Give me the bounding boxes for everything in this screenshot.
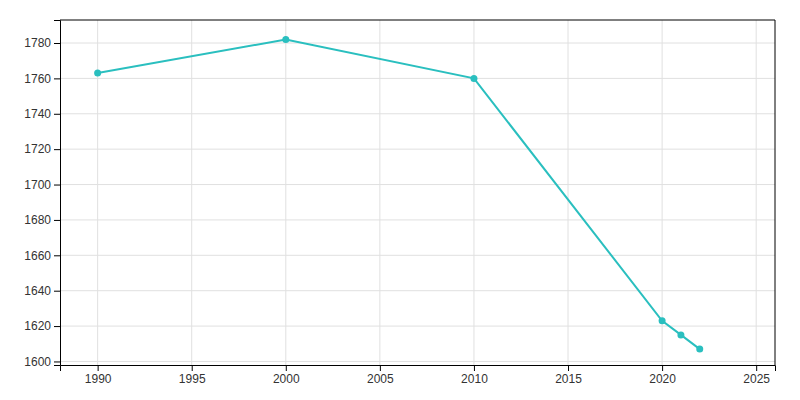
line (98, 39, 700, 349)
tick: 1700 (24, 178, 60, 192)
marks (94, 36, 703, 353)
point (282, 36, 289, 43)
tick-label: 1720 (24, 142, 51, 156)
tick-label: 1760 (24, 72, 51, 86)
tick-label: 2000 (273, 372, 300, 386)
tick-mark (54, 185, 60, 186)
grid-line (568, 20, 569, 365)
tick-mark (568, 365, 569, 371)
grid-line (379, 20, 380, 365)
grid-line (60, 113, 775, 114)
tick: 2015 (555, 365, 582, 386)
tick: 2000 (273, 365, 300, 386)
tick: 1780 (24, 36, 60, 50)
tick: 1740 (24, 107, 60, 121)
axis-line (54, 21, 61, 366)
grid-line (191, 20, 192, 365)
tick-label: 2005 (367, 372, 394, 386)
tick-label: 1995 (179, 372, 206, 386)
grid-line (756, 20, 757, 365)
tick-mark (98, 365, 99, 371)
grid-line (60, 184, 775, 185)
grid-line (60, 361, 775, 362)
tick: 1660 (24, 249, 60, 263)
tick-mark (380, 365, 381, 371)
grid-line (60, 290, 775, 291)
tick-mark (662, 365, 663, 371)
tick: 1720 (24, 142, 60, 156)
tick-mark (54, 291, 60, 292)
frame (60, 20, 775, 21)
tick-mark (286, 365, 287, 371)
tick-label: 1990 (85, 372, 112, 386)
grid-line (60, 255, 775, 256)
tick-label: 1780 (24, 36, 51, 50)
x-axis: 1990 1995 2000 2005 2010 2015 2020 2025 (61, 365, 776, 386)
tick-label: 2020 (649, 372, 676, 386)
plot: 1990 1995 2000 2005 2010 2015 2020 2025 1600 1620… (24, 20, 775, 386)
axis-line (61, 366, 776, 372)
tick-mark (54, 114, 60, 115)
point (470, 75, 477, 82)
tick-mark (54, 43, 60, 44)
grid (60, 20, 775, 365)
tick-label: 1620 (24, 319, 51, 333)
tick: 2010 (461, 365, 488, 386)
tick: 1760 (24, 72, 60, 86)
tick-label: 1660 (24, 249, 51, 263)
tick-label: 1640 (24, 284, 51, 298)
tick-mark (54, 149, 60, 150)
tick: 1640 (24, 284, 60, 298)
point (94, 70, 101, 77)
chart: 1990 1995 2000 2005 2010 2015 2020 2025 1600 1620… (0, 0, 800, 400)
tick-label: 1680 (24, 213, 51, 227)
tick: 1680 (24, 213, 60, 227)
tick: 1990 (85, 365, 112, 386)
point (659, 317, 666, 324)
tick-mark (756, 365, 757, 371)
tick: 2020 (649, 365, 676, 386)
tick: 2005 (367, 365, 394, 386)
tick-label: 2025 (743, 372, 770, 386)
grid-line (662, 20, 663, 365)
tick-mark (54, 220, 60, 221)
y-axis: 1600 1620 1640 1660 1680 1700 1720 1740 1760 1780 (24, 21, 60, 369)
tick-mark (54, 361, 60, 362)
grid-line (285, 20, 286, 365)
grid-line (60, 219, 775, 220)
grid-line (60, 78, 775, 79)
grid-line (473, 20, 474, 365)
frame (775, 20, 776, 365)
tick: 2025 (743, 365, 770, 386)
tick: 1620 (24, 319, 60, 333)
grid-line (60, 149, 775, 150)
tick: 1600 (24, 355, 60, 369)
point (677, 331, 684, 338)
tick-label: 2010 (461, 372, 488, 386)
point (696, 346, 703, 353)
tick-mark (192, 365, 193, 371)
tick: 1995 (179, 365, 206, 386)
tick-mark (54, 78, 60, 79)
tick-mark (474, 365, 475, 371)
grid-line (60, 43, 775, 44)
tick-label: 1740 (24, 107, 51, 121)
tick-label: 1600 (24, 355, 51, 369)
tick-mark (54, 255, 60, 256)
tick-mark (54, 326, 60, 327)
tick-label: 1700 (24, 178, 51, 192)
tick-label: 2015 (555, 372, 582, 386)
